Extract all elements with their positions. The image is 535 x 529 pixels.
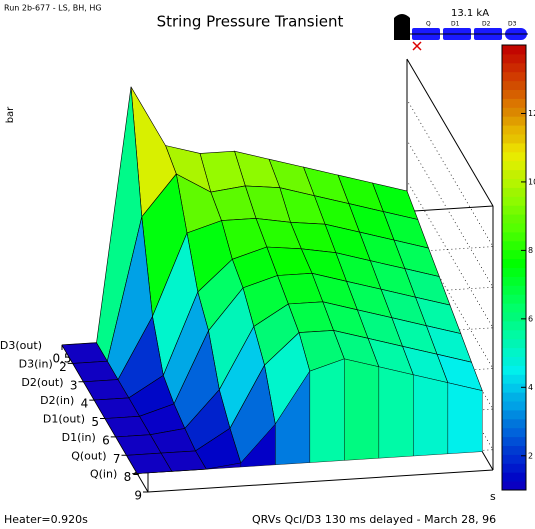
y-category-label: D3(in) bbox=[19, 357, 53, 370]
y-category-label: D1(in) bbox=[62, 431, 96, 444]
colorbar-band bbox=[502, 107, 526, 117]
y-tick-label: 9 bbox=[134, 489, 142, 503]
magnet-label: D1 bbox=[451, 21, 460, 28]
y-tick-label: 5 bbox=[91, 415, 99, 429]
colorbar-band bbox=[502, 312, 526, 322]
colorbar-band bbox=[502, 418, 526, 429]
y-tick-label: 6 bbox=[102, 433, 110, 447]
y-category-label: D1(out) bbox=[43, 413, 85, 426]
colorbar-tick-label: 10 bbox=[528, 177, 535, 186]
magnet-label: Q bbox=[426, 21, 431, 28]
y-category-label: D2(in) bbox=[40, 394, 74, 407]
colorbar-band bbox=[502, 71, 526, 82]
colorbar-band bbox=[502, 196, 526, 206]
colorbar-band bbox=[502, 347, 526, 357]
y-category-label: Q(out) bbox=[71, 449, 106, 462]
colorbar-band bbox=[502, 249, 526, 260]
surface-skirt bbox=[344, 358, 379, 461]
colorbar-band bbox=[502, 240, 526, 251]
colorbar-band bbox=[502, 303, 526, 313]
chart-title: String Pressure Transient bbox=[157, 13, 344, 31]
y-tick-label: 4 bbox=[81, 397, 89, 411]
colorbar-tick-label: 8 bbox=[528, 246, 533, 255]
colorbar-tick-label: 12 bbox=[528, 109, 535, 118]
box-edge bbox=[406, 58, 494, 207]
colorbar-band bbox=[502, 205, 526, 215]
colorbar-band bbox=[502, 454, 526, 464]
colorbar-band bbox=[502, 89, 526, 99]
colorbar-frame bbox=[501, 44, 527, 491]
current-label: 13.1 kA bbox=[451, 8, 489, 19]
colorbar-band bbox=[502, 365, 526, 375]
colorbar-tick-label: 6 bbox=[528, 314, 533, 323]
box-edge bbox=[147, 469, 494, 493]
footer-right: QRVs Qcl/D3 130 ms delayed - March 28, 9… bbox=[252, 513, 496, 526]
colorbar-band bbox=[502, 125, 526, 135]
colorbar-band bbox=[502, 463, 526, 473]
colorbar-band bbox=[502, 142, 526, 153]
surface-skirt bbox=[171, 469, 207, 472]
colorbar-band bbox=[502, 445, 526, 455]
magnet-label: D3 bbox=[508, 21, 517, 28]
colorbar-band bbox=[502, 45, 526, 55]
colorbar-band bbox=[502, 276, 526, 286]
colorbar-band bbox=[502, 401, 526, 411]
colorbar-band bbox=[502, 320, 526, 331]
colorbar-band bbox=[502, 214, 526, 224]
z-axis-label: bar bbox=[5, 106, 16, 123]
y-category-label: D3(out) bbox=[0, 339, 42, 352]
colorbar-band bbox=[502, 80, 526, 90]
surface-skirt bbox=[137, 471, 172, 474]
x-tick-label: 0.5 bbox=[52, 352, 71, 366]
colorbar-tick-label: 4 bbox=[528, 383, 533, 392]
colorbar-band bbox=[502, 409, 526, 420]
surface-skirt bbox=[309, 358, 345, 463]
y-tick-label: 8 bbox=[124, 470, 132, 484]
footer-left: Heater=0.920s bbox=[4, 513, 88, 526]
y-tick-label: 2 bbox=[59, 360, 67, 374]
colorbar-band bbox=[502, 392, 526, 402]
surface-skirt bbox=[206, 462, 242, 470]
colorbar-band bbox=[502, 427, 526, 438]
run-label: Run 2b-677 - LS, BH, HG bbox=[4, 4, 102, 13]
surface-skirt bbox=[378, 366, 414, 459]
colorbar-band bbox=[502, 151, 526, 162]
colorbar-band bbox=[502, 178, 526, 188]
colorbar-band bbox=[502, 285, 526, 295]
x-axis-label: s bbox=[490, 490, 496, 503]
surface-skirt bbox=[413, 374, 448, 457]
colorbar-band bbox=[502, 187, 526, 197]
colorbar-band bbox=[502, 160, 526, 171]
colorbar-band bbox=[502, 62, 526, 73]
colorbar-band bbox=[502, 98, 526, 108]
colorbar-band bbox=[502, 134, 526, 144]
colorbar-band bbox=[502, 116, 526, 126]
colorbar-band bbox=[502, 53, 526, 64]
colorbar-band bbox=[502, 356, 526, 366]
colorbar-band bbox=[502, 329, 526, 340]
y-tick-label: 7 bbox=[113, 452, 121, 466]
colorbar-band bbox=[502, 223, 526, 233]
colorbar-band bbox=[502, 472, 526, 482]
colorbar-band bbox=[502, 383, 526, 393]
colorbar-band bbox=[502, 294, 526, 304]
y-category-label: D2(out) bbox=[21, 376, 63, 389]
colorbar-band bbox=[502, 436, 526, 446]
y-category-label: Q(in) bbox=[90, 468, 117, 481]
surface-skirt bbox=[447, 382, 483, 455]
colorbar-band bbox=[502, 267, 526, 277]
colorbar-band bbox=[502, 231, 526, 242]
colorbar-band bbox=[502, 338, 526, 349]
colorbar-band bbox=[502, 258, 526, 268]
colorbar-band bbox=[502, 169, 526, 179]
magnet-icon bbox=[394, 14, 528, 51]
colorbar-tick-label: 2 bbox=[528, 451, 533, 460]
colorbar-band bbox=[502, 374, 526, 384]
magnet-label: D2 bbox=[482, 21, 491, 28]
colorbar-band bbox=[502, 481, 526, 491]
y-tick-label: 3 bbox=[70, 378, 78, 392]
